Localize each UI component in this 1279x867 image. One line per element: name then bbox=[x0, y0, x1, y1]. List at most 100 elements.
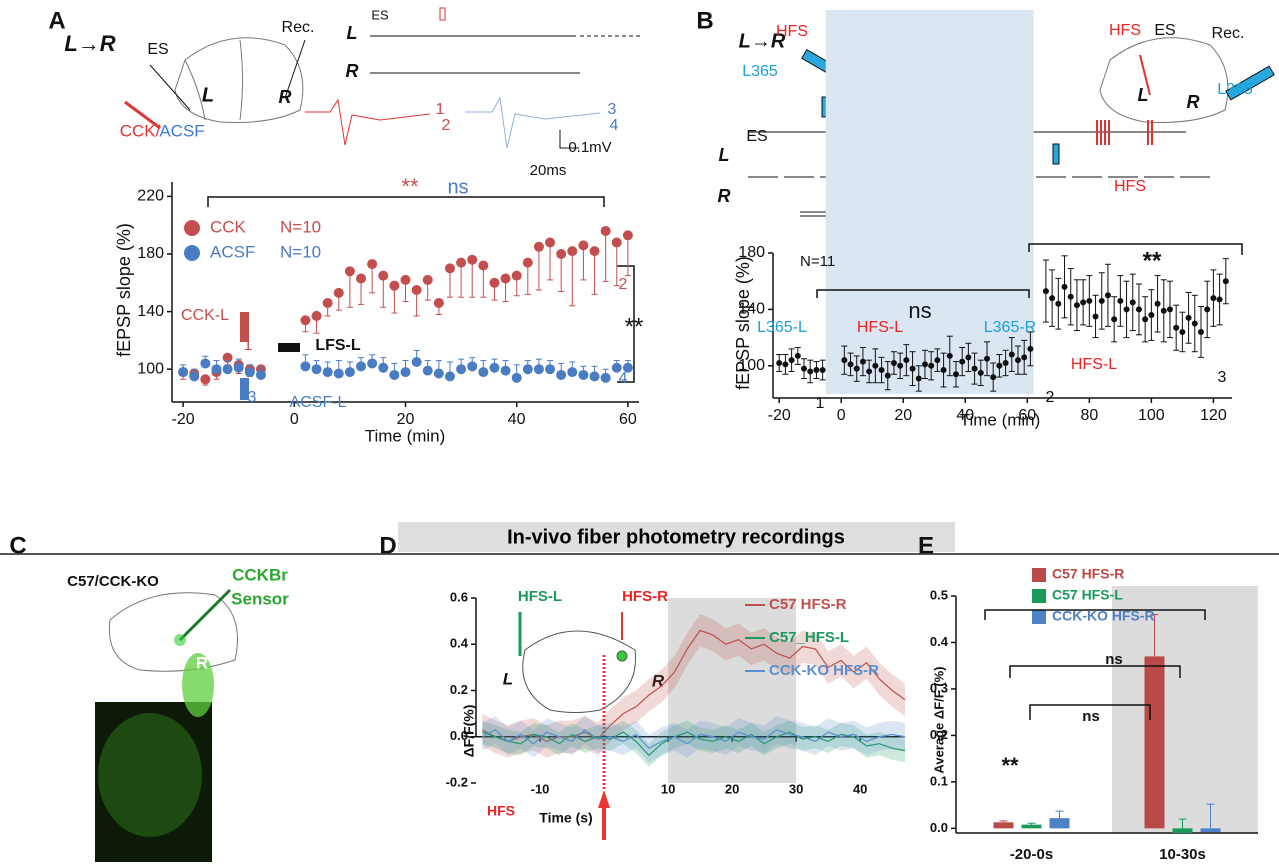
data-point bbox=[400, 274, 411, 285]
diagram-label: L bbox=[202, 84, 214, 106]
data-point bbox=[411, 357, 422, 367]
x-tick-label: -20 bbox=[768, 407, 791, 424]
data-point bbox=[589, 371, 600, 382]
data-point bbox=[946, 352, 953, 359]
data-point bbox=[878, 367, 885, 374]
data-point bbox=[1015, 357, 1022, 364]
diagram-label: CCKBr bbox=[232, 565, 288, 584]
diagram-label: 0.1mV bbox=[568, 139, 611, 156]
data-point bbox=[489, 362, 500, 373]
data-point bbox=[1135, 306, 1142, 313]
y-tick-label: 0.2 bbox=[450, 682, 468, 697]
annotation: ns bbox=[1082, 708, 1100, 725]
data-point bbox=[522, 257, 533, 268]
data-point bbox=[222, 364, 233, 375]
legend-label: C57_HFS-L bbox=[769, 629, 849, 646]
legend-label: C57 HFS-R bbox=[1052, 566, 1124, 582]
header-box bbox=[398, 522, 955, 552]
y-tick-label: 0.6 bbox=[450, 589, 468, 604]
data-point bbox=[983, 355, 990, 362]
diagram-label: R bbox=[346, 61, 359, 81]
data-point bbox=[1073, 302, 1080, 309]
legend-swatch bbox=[1032, 568, 1046, 582]
data-point bbox=[422, 274, 433, 285]
data-point bbox=[1166, 306, 1173, 313]
annotation: ACSF-L bbox=[290, 394, 347, 411]
panel-label: A bbox=[48, 7, 65, 34]
legend-label: CCK bbox=[210, 217, 247, 236]
data-point bbox=[322, 367, 333, 378]
data-point bbox=[1197, 328, 1204, 335]
data-point bbox=[1055, 300, 1062, 307]
data-point bbox=[934, 357, 941, 364]
y-tick-label: 0.5 bbox=[930, 587, 948, 602]
data-point bbox=[467, 254, 478, 265]
data-point bbox=[333, 287, 344, 298]
data-point bbox=[1222, 278, 1229, 285]
diagram-label: Rec. bbox=[282, 19, 315, 36]
panel-label: D bbox=[379, 532, 396, 559]
data-point bbox=[200, 374, 211, 385]
data-point bbox=[367, 358, 378, 369]
x-axis-title: Time (s) bbox=[539, 810, 592, 826]
legend-note: N=10 bbox=[280, 217, 321, 236]
panel-label: E bbox=[918, 532, 934, 559]
data-point bbox=[897, 362, 904, 369]
diagram-label: ES bbox=[147, 41, 168, 58]
data-point bbox=[333, 368, 344, 379]
schematic-a bbox=[124, 7, 640, 149]
data-point bbox=[433, 297, 444, 308]
data-point bbox=[1204, 306, 1211, 313]
diagram-label: L bbox=[347, 23, 358, 43]
data-point bbox=[611, 237, 622, 248]
diagram-label: L bbox=[503, 669, 513, 688]
data-line bbox=[482, 731, 906, 757]
diagram-label: R bbox=[718, 186, 731, 206]
diagram-label: ES bbox=[1154, 22, 1175, 39]
data-point bbox=[903, 357, 910, 364]
data-point bbox=[545, 364, 556, 375]
data-point bbox=[1179, 328, 1186, 335]
y-tick-label: 140 bbox=[738, 301, 765, 318]
data-point bbox=[1067, 293, 1074, 300]
annotation: 2 bbox=[1046, 389, 1055, 406]
data-point bbox=[847, 361, 854, 368]
data-point bbox=[322, 297, 333, 308]
data-point bbox=[915, 375, 922, 382]
data-point bbox=[567, 246, 578, 257]
y-tick-label: 140 bbox=[137, 303, 164, 320]
annotation: HFS-L bbox=[857, 319, 903, 336]
data-point bbox=[533, 241, 544, 252]
data-point bbox=[545, 237, 556, 248]
data-point bbox=[1021, 354, 1028, 361]
annotation: 3 bbox=[1218, 369, 1227, 386]
data-point bbox=[378, 270, 389, 281]
legend-marker bbox=[184, 220, 200, 236]
data-point bbox=[1123, 306, 1130, 313]
legend-swatch bbox=[1032, 610, 1046, 624]
x-tick-label: 20 bbox=[397, 411, 415, 428]
x-tick-label: 80 bbox=[1080, 407, 1098, 424]
diagram-label: R bbox=[1187, 92, 1200, 112]
x-tick-label: 40 bbox=[956, 407, 974, 424]
y-tick-label: 220 bbox=[137, 188, 164, 205]
legend-swatch bbox=[1032, 589, 1046, 603]
bar bbox=[993, 822, 1014, 829]
data-point bbox=[444, 263, 455, 274]
data-point bbox=[411, 285, 422, 295]
schematic-d bbox=[518, 612, 637, 713]
data-point bbox=[356, 361, 367, 372]
data-point bbox=[356, 273, 367, 284]
data-point bbox=[600, 225, 611, 236]
data-point bbox=[1104, 292, 1111, 299]
diagram-label: HFS bbox=[776, 23, 808, 40]
data-point bbox=[928, 362, 935, 369]
data-point bbox=[311, 364, 322, 375]
data-point bbox=[367, 259, 378, 270]
data-point bbox=[567, 367, 578, 378]
annotation: 1 bbox=[244, 337, 253, 354]
data-point bbox=[841, 357, 848, 364]
x-axis-title: Time (min) bbox=[960, 410, 1041, 429]
x-tick-label: 10-30s bbox=[1159, 846, 1206, 863]
data-point bbox=[600, 372, 611, 383]
